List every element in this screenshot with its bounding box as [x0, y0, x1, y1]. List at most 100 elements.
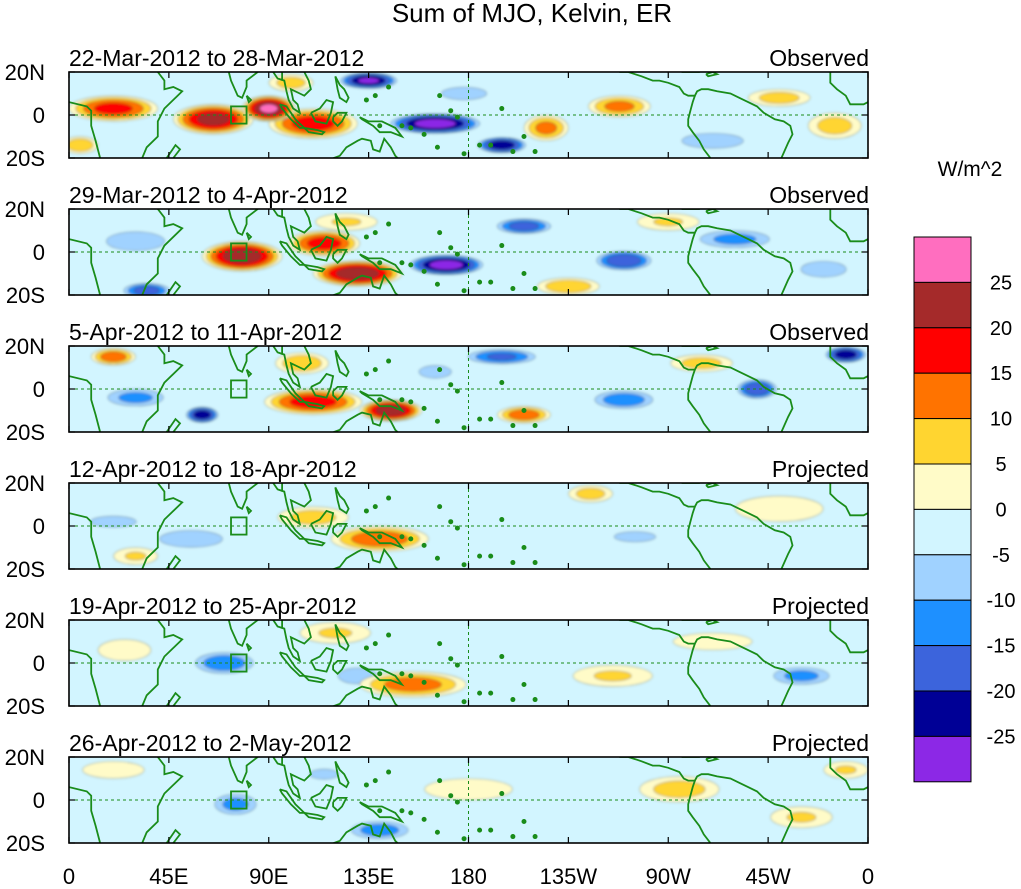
island	[399, 534, 405, 540]
panel-plot-area	[69, 72, 868, 158]
colorbar-swatch	[913, 508, 972, 556]
coastline	[141, 72, 184, 158]
contour-band	[69, 138, 94, 152]
coastline	[272, 483, 312, 526]
map-panel: 20N 0 20S 29-Mar-2012 to 4-Apr-2012 Observed	[5, 182, 869, 308]
coastline	[310, 98, 335, 125]
island	[488, 142, 494, 148]
island	[377, 671, 383, 677]
coastline	[829, 483, 868, 517]
colorbar-tick-label: 25	[990, 272, 1012, 294]
island	[386, 358, 392, 364]
contour-band	[602, 393, 645, 407]
contour-band	[429, 260, 464, 270]
y-tick-label: 20S	[6, 831, 45, 856]
island	[488, 279, 494, 285]
coastline	[687, 643, 712, 706]
coastline	[245, 95, 253, 104]
coastline	[272, 757, 312, 800]
colorbar-swatch	[913, 599, 972, 647]
x-tick-label: 0	[63, 864, 75, 889]
colorbar-tick-label: 15	[990, 363, 1012, 385]
island	[461, 699, 467, 705]
island	[363, 371, 369, 377]
x-tick-label: 0	[862, 864, 874, 889]
coastline	[687, 232, 712, 295]
island	[521, 270, 527, 276]
index-region-box	[230, 516, 248, 536]
panel-status-label: Observed	[769, 319, 869, 345]
contour-band	[124, 551, 147, 561]
island	[434, 829, 440, 835]
colorbar-tick-label: -15	[987, 636, 1016, 658]
contour-band	[735, 495, 824, 522]
contour-band	[106, 231, 165, 251]
island	[521, 682, 527, 688]
x-tick-label: 45E	[149, 864, 188, 889]
contour-band	[508, 221, 540, 231]
contour-band	[681, 133, 744, 149]
y-tick-label: 0	[33, 651, 45, 676]
island	[386, 769, 392, 775]
coastline	[310, 235, 335, 262]
island	[454, 251, 460, 257]
coastline	[619, 209, 794, 295]
contour-band	[193, 410, 211, 420]
island	[408, 125, 414, 131]
coastline	[141, 483, 184, 569]
contour-band	[800, 261, 847, 278]
island	[372, 504, 378, 510]
colorbar-tick-label: -25	[987, 726, 1016, 748]
x-tick-label: 90W	[646, 864, 691, 889]
colorbar-tick-label: -10	[987, 590, 1016, 612]
coastline	[829, 72, 868, 106]
island	[437, 93, 443, 99]
coastline	[279, 514, 307, 540]
colorbar-tick-label: 5	[995, 454, 1006, 476]
contour-band	[593, 670, 632, 682]
island	[488, 690, 494, 696]
y-tick-label: 20N	[5, 471, 45, 496]
island	[386, 84, 392, 90]
panel-status-label: Observed	[769, 45, 869, 71]
coastline	[321, 547, 399, 569]
island	[521, 133, 527, 139]
y-tick-label: 20S	[6, 557, 45, 582]
island	[521, 407, 527, 413]
y-tick-label: 20S	[6, 420, 45, 445]
y-tick-label: 20S	[6, 146, 45, 171]
coastline	[303, 675, 326, 684]
island	[372, 778, 378, 784]
coastline	[829, 209, 868, 243]
contour-band	[259, 103, 278, 114]
index-region-box	[230, 242, 248, 262]
coastlines	[69, 346, 868, 432]
island	[499, 106, 505, 112]
island	[454, 388, 460, 394]
island	[408, 673, 414, 679]
coastline	[245, 368, 253, 378]
coastline	[687, 506, 712, 569]
island	[421, 542, 427, 548]
coastline	[619, 620, 794, 706]
coastline	[310, 783, 335, 810]
coastline	[245, 779, 253, 789]
coastline	[321, 410, 399, 432]
island	[377, 808, 383, 814]
panel-period-label: 22-Mar-2012 to 28-Mar-2012	[69, 45, 364, 71]
index-region-box	[230, 379, 248, 399]
island	[386, 632, 392, 638]
coastline	[197, 346, 260, 374]
coastline	[321, 684, 399, 706]
island	[461, 151, 467, 157]
coastline	[321, 821, 399, 843]
contour-band	[535, 121, 558, 135]
island	[377, 397, 383, 403]
island	[477, 690, 483, 696]
island	[448, 245, 454, 251]
coastline	[197, 620, 260, 648]
colorbar-tick-label: 0	[995, 499, 1006, 521]
panel-status-label: Projected	[772, 730, 869, 756]
contour-band	[384, 677, 442, 692]
coastline	[141, 620, 184, 706]
